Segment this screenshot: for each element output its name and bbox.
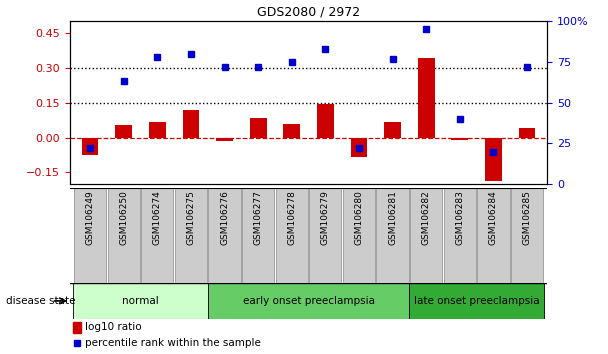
FancyBboxPatch shape [309,188,342,283]
Text: percentile rank within the sample: percentile rank within the sample [85,338,261,348]
Text: GSM106283: GSM106283 [455,190,465,245]
Text: GSM106279: GSM106279 [321,190,330,245]
Bar [73,322,81,333]
Text: GSM106249: GSM106249 [86,190,95,245]
FancyBboxPatch shape [208,283,409,319]
Text: GSM106285: GSM106285 [522,190,531,245]
FancyBboxPatch shape [141,188,173,283]
FancyBboxPatch shape [376,188,409,283]
Bar [250,118,266,138]
Bar [351,138,367,157]
Bar [81,138,98,155]
FancyBboxPatch shape [74,283,208,319]
FancyBboxPatch shape [444,188,476,283]
FancyBboxPatch shape [275,188,308,283]
FancyBboxPatch shape [174,188,207,283]
Text: GSM106282: GSM106282 [422,190,430,245]
Text: GSM106281: GSM106281 [388,190,397,245]
Text: early onset preeclampsia: early onset preeclampsia [243,296,375,306]
Bar [485,138,502,181]
Text: late onset preeclampsia: late onset preeclampsia [414,296,539,306]
FancyBboxPatch shape [108,188,140,283]
FancyBboxPatch shape [74,188,106,283]
Bar [216,138,233,141]
Bar [519,128,536,138]
Bar [451,138,468,140]
Text: GSM106278: GSM106278 [287,190,296,245]
Text: GSM106284: GSM106284 [489,190,498,245]
Text: GSM106274: GSM106274 [153,190,162,245]
Bar [116,125,132,138]
FancyBboxPatch shape [410,188,443,283]
Text: GSM106280: GSM106280 [354,190,364,245]
Text: GSM106250: GSM106250 [119,190,128,245]
Text: log10 ratio: log10 ratio [85,322,142,332]
Bar [182,110,199,138]
Text: GSM106275: GSM106275 [187,190,195,245]
Bar [418,58,435,138]
FancyBboxPatch shape [343,188,375,283]
Title: GDS2080 / 2972: GDS2080 / 2972 [257,6,360,19]
Bar [384,122,401,138]
Bar [283,124,300,138]
Text: normal: normal [122,296,159,306]
FancyBboxPatch shape [409,283,544,319]
Text: disease state: disease state [6,296,75,306]
FancyBboxPatch shape [511,188,543,283]
FancyBboxPatch shape [477,188,510,283]
FancyBboxPatch shape [209,188,241,283]
Text: GSM106276: GSM106276 [220,190,229,245]
FancyBboxPatch shape [242,188,274,283]
Bar [317,104,334,138]
Bar [149,122,166,138]
Text: GSM106277: GSM106277 [254,190,263,245]
